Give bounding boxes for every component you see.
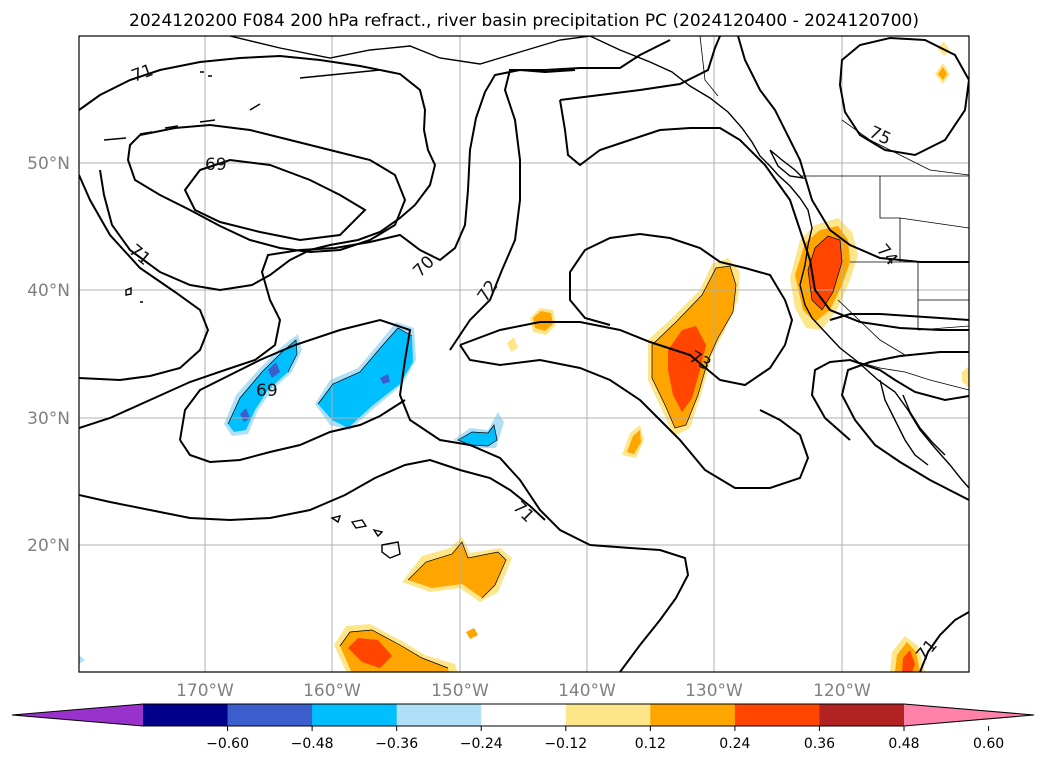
contour-line bbox=[179, 399, 406, 464]
colorbar-tick-label: −0.60 bbox=[206, 736, 249, 752]
lat-label: 30°N bbox=[27, 409, 70, 429]
lat-label: 40°N bbox=[27, 281, 70, 301]
colorbar-tick-label: −0.12 bbox=[544, 736, 587, 752]
colorbar-segment bbox=[565, 704, 651, 726]
borders bbox=[699, 36, 969, 391]
colorbar-segment bbox=[650, 704, 736, 726]
contour-line bbox=[126, 123, 407, 254]
refractivity-contours bbox=[79, 36, 969, 672]
lat-label: 20°N bbox=[27, 536, 70, 556]
lon-label: 120°W bbox=[813, 681, 871, 701]
precip-area-small bbox=[466, 628, 478, 639]
coast-hawaii bbox=[330, 515, 401, 559]
shading-outlines bbox=[227, 235, 843, 669]
contour-line bbox=[79, 68, 576, 429]
contour-label: 69 bbox=[256, 381, 278, 401]
contour-line bbox=[829, 313, 969, 321]
coast-baja bbox=[879, 379, 946, 466]
precip-area-negative bbox=[79, 655, 85, 664]
contour-line bbox=[810, 358, 969, 441]
precip-area-mid-pacific bbox=[668, 326, 706, 412]
contour-line bbox=[459, 232, 794, 387]
colorbar-segment bbox=[819, 704, 905, 726]
coast-bc bbox=[769, 165, 813, 246]
precip-area-small bbox=[962, 366, 969, 388]
colorbar-tick-label: −0.48 bbox=[291, 736, 334, 752]
contour-line bbox=[79, 54, 437, 292]
precip-area-negative bbox=[268, 362, 280, 378]
lon-label: 130°W bbox=[685, 681, 743, 701]
precip-area-small bbox=[627, 430, 641, 454]
border-alaska-canada bbox=[699, 36, 969, 176]
map-background bbox=[79, 36, 969, 672]
contour-line bbox=[838, 36, 969, 157]
colorbar-tick-label: 0.24 bbox=[719, 736, 750, 752]
lon-label: 150°W bbox=[431, 681, 489, 701]
border-states bbox=[837, 176, 969, 356]
coast-alaska-panhandle bbox=[589, 36, 771, 167]
precip-area-south-hawaii bbox=[408, 542, 506, 598]
contour-line bbox=[559, 36, 721, 101]
colorbar: −0.60 −0.48 −0.36 −0.24 −0.12 0.12 0.24 0.36 0.4… bbox=[11, 703, 1035, 752]
coast-midway bbox=[125, 286, 132, 296]
coastlines bbox=[103, 36, 969, 559]
coast-vancouver-island bbox=[769, 149, 806, 180]
contour-line bbox=[183, 158, 367, 242]
colorbar-tick-label: 0.36 bbox=[804, 736, 835, 752]
contour-line bbox=[840, 351, 969, 501]
gridlines bbox=[79, 36, 969, 672]
coast-us-west bbox=[799, 244, 969, 489]
precip-positive-areas bbox=[334, 42, 969, 672]
lat-label: 50°N bbox=[27, 154, 70, 174]
colorbar-segment bbox=[396, 704, 482, 726]
contour-line bbox=[919, 611, 969, 672]
precip-area-negative bbox=[318, 328, 413, 428]
colorbar-segment bbox=[143, 704, 229, 726]
border-us-mexico bbox=[857, 361, 969, 391]
lon-label: 140°W bbox=[558, 681, 616, 701]
figure-title: 2024120200 F084 200 hPa refract., river … bbox=[129, 11, 919, 31]
precip-area-small bbox=[507, 337, 518, 352]
colorbar-segment bbox=[734, 704, 820, 726]
colorbar-tick-label: −0.24 bbox=[460, 736, 503, 752]
latitude-labels: 50°N 40°N 30°N 20°N bbox=[27, 154, 70, 556]
lon-label: 170°W bbox=[176, 681, 234, 701]
precip-area-small bbox=[938, 67, 947, 80]
map-frame bbox=[78, 35, 970, 673]
map-content: 71 69 71 70 72 69 71 73 74 75 71 bbox=[79, 36, 969, 672]
coast-alaska bbox=[229, 36, 591, 65]
colorbar-tick-label: 0.60 bbox=[973, 736, 1004, 752]
contour-line bbox=[559, 99, 969, 331]
contour-label: 69 bbox=[205, 155, 227, 175]
contour-line bbox=[79, 174, 210, 382]
precip-area-negative bbox=[380, 374, 390, 384]
longitude-labels: 170°W 160°W 150°W 140°W 130°W 120°W bbox=[176, 681, 871, 701]
precip-area-bottom bbox=[348, 638, 392, 668]
contour-line bbox=[737, 36, 969, 263]
colorbar-tick-label: 0.12 bbox=[635, 736, 666, 752]
colorbar-outline bbox=[11, 703, 1035, 727]
colorbar-extend-high bbox=[904, 704, 1034, 726]
coast-aleutians bbox=[103, 69, 381, 141]
contour-line bbox=[79, 458, 546, 522]
coast-islands bbox=[140, 71, 212, 303]
colorbar-segment bbox=[481, 704, 567, 726]
precip-area-negative bbox=[458, 425, 497, 446]
colorbar-tick-label: 0.48 bbox=[888, 736, 919, 752]
contour-line bbox=[459, 344, 810, 489]
precip-negative-areas bbox=[79, 322, 504, 664]
contour-line bbox=[449, 39, 671, 351]
colorbar-segment bbox=[312, 704, 398, 726]
colorbar-tick-label: −0.36 bbox=[375, 736, 418, 752]
colorbar-extend-low bbox=[12, 704, 143, 726]
colorbar-segment bbox=[227, 704, 313, 726]
lon-label: 160°W bbox=[303, 681, 361, 701]
precip-area-mexico bbox=[902, 650, 915, 672]
